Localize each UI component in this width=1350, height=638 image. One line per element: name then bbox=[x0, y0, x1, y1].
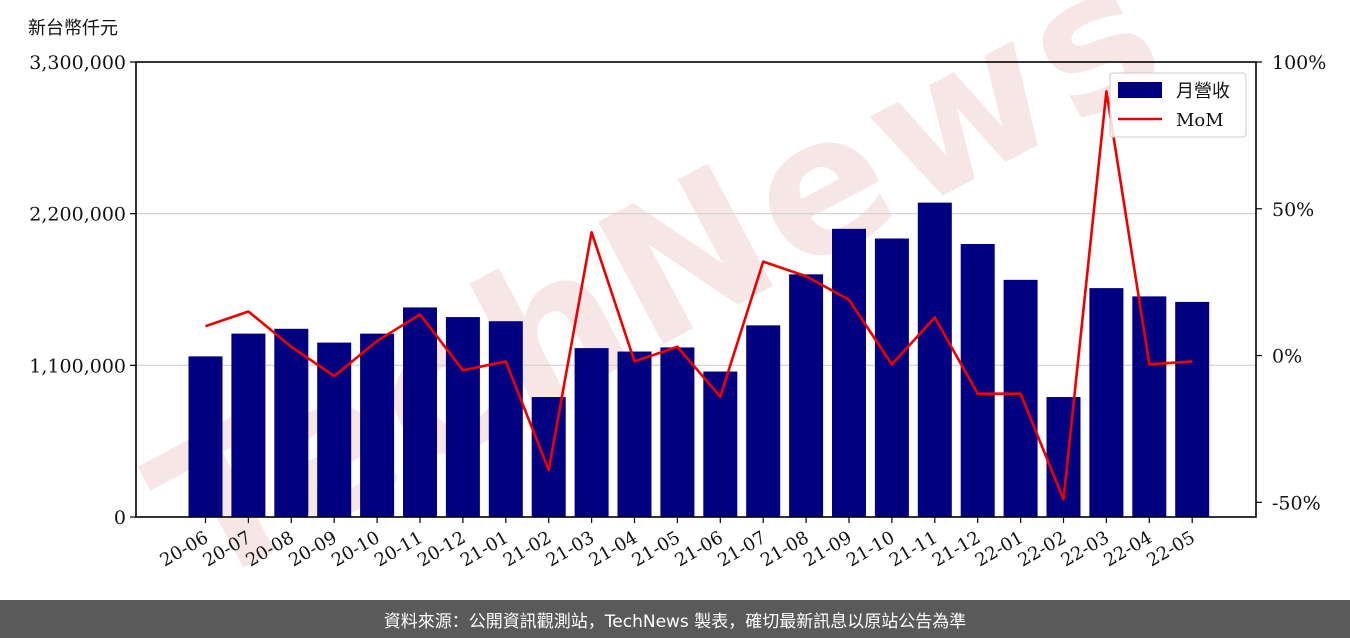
revenue-bar bbox=[531, 397, 566, 517]
revenue-bar bbox=[360, 333, 395, 517]
x-tick-label: 21-07 bbox=[714, 527, 769, 571]
x-tick-label: 21-02 bbox=[500, 527, 555, 571]
source-footer: 資料來源：公開資訊觀測站，TechNews 製表，確切最新訊息以原站公告為準 bbox=[0, 600, 1350, 638]
y-right-tick-label: -50% bbox=[1272, 492, 1321, 514]
x-tick-label: 21-10 bbox=[843, 527, 898, 571]
x-tick-label: 21-06 bbox=[671, 527, 726, 571]
x-tick-label: 21-09 bbox=[800, 527, 855, 571]
x-tick-label: 22-03 bbox=[1057, 527, 1112, 571]
revenue-bar bbox=[960, 244, 995, 517]
x-tick-label: 21-12 bbox=[929, 527, 984, 571]
x-tick-label: 21-04 bbox=[586, 527, 641, 571]
y-right-tick-label: 50% bbox=[1272, 199, 1314, 221]
revenue-bar bbox=[188, 356, 223, 517]
revenue-bar bbox=[789, 274, 824, 517]
x-tick-label: 22-02 bbox=[1015, 527, 1070, 571]
x-tick-label: 22-04 bbox=[1100, 527, 1155, 571]
revenue-bar bbox=[317, 342, 352, 517]
revenue-bar bbox=[403, 307, 437, 517]
y-right-tick-label: 0% bbox=[1272, 346, 1302, 368]
revenue-bar bbox=[274, 328, 309, 517]
revenue-bar bbox=[1003, 279, 1038, 517]
revenue-bar bbox=[617, 351, 652, 517]
y-right-tick-label: 100% bbox=[1272, 52, 1326, 74]
x-tick-label: 21-05 bbox=[628, 527, 683, 571]
revenue-bar bbox=[660, 347, 695, 517]
revenue-bar bbox=[874, 238, 909, 517]
x-tick-label: 21-03 bbox=[543, 527, 598, 571]
y-left-tick-label: 0 bbox=[114, 507, 126, 529]
revenue-bar bbox=[832, 228, 866, 518]
revenue-chart: TechNews01,100,0002,200,0003,300,000-50%… bbox=[29, 0, 1326, 600]
x-tick-label: 21-08 bbox=[757, 527, 812, 571]
revenue-bar bbox=[574, 348, 609, 517]
x-tick-label: 22-05 bbox=[1143, 527, 1198, 571]
legend-label-revenue: 月營收 bbox=[1176, 81, 1230, 102]
revenue-bar bbox=[231, 333, 266, 517]
revenue-bar bbox=[445, 317, 480, 517]
y-axis-unit-label: 新台幣仟元 bbox=[28, 18, 118, 39]
legend-bar-swatch bbox=[1118, 82, 1162, 98]
y-left-tick-label: 1,100,000 bbox=[29, 355, 126, 377]
x-tick-label: 22-01 bbox=[972, 527, 1027, 571]
source-text: 資料來源：公開資訊觀測站，TechNews 製表，確切最新訊息以原站公告為準 bbox=[383, 611, 967, 632]
x-tick-label: 20-12 bbox=[414, 527, 469, 571]
revenue-bar bbox=[917, 202, 952, 518]
revenue-bar bbox=[488, 321, 523, 517]
legend-label-mom: MoM bbox=[1176, 110, 1224, 131]
x-tick-label: 21-11 bbox=[886, 527, 941, 571]
mom-line bbox=[205, 90, 1193, 501]
revenue-bar bbox=[1175, 301, 1210, 517]
revenue-bar bbox=[1132, 296, 1167, 517]
revenue-bar bbox=[746, 325, 781, 517]
y-left-tick-label: 3,300,000 bbox=[29, 52, 126, 74]
x-tick-label: 21-01 bbox=[457, 527, 512, 571]
plot-frame bbox=[135, 61, 1257, 518]
revenue-bar bbox=[1089, 288, 1124, 517]
y-left-tick-label: 2,200,000 bbox=[29, 204, 126, 226]
